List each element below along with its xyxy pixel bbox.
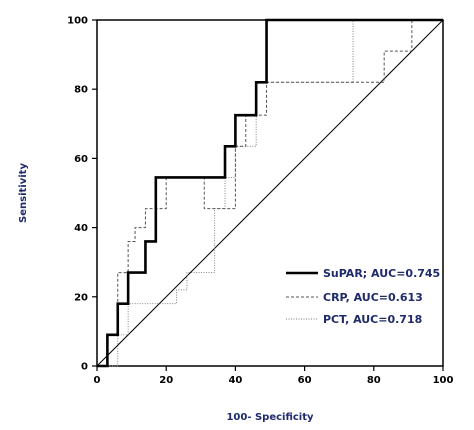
y-tick-label: 100 — [67, 16, 88, 27]
y-tick-label: 60 — [74, 154, 88, 165]
y-tick-label: 0 — [81, 362, 88, 373]
y-tick-label: 80 — [74, 85, 88, 96]
legend-label: SuPAR; AUC=0.745 — [323, 267, 440, 280]
y-axis-title: Sensitivity — [18, 163, 29, 223]
x-tick-label: 80 — [367, 375, 381, 386]
series-line-supar — [97, 18, 443, 368]
reference-diagonal-line — [96, 19, 444, 367]
legend: SuPAR; AUC=0.745 CRP, AUC=0.613 PCT, AUC=0… — [286, 267, 440, 326]
x-tick-label: 40 — [228, 375, 242, 386]
y-tick-label: 40 — [74, 223, 88, 234]
y-tick-label: 20 — [74, 292, 88, 303]
series-layer — [96, 18, 444, 368]
x-tick-label: 20 — [159, 375, 173, 386]
legend-label: CRP, AUC=0.613 — [323, 291, 423, 304]
axis-ticks: 0 20 40 60 80 100 0 20 40 60 80 100 — [67, 16, 453, 387]
legend-label: PCT, AUC=0.718 — [323, 313, 422, 326]
x-tick-label: 0 — [94, 375, 101, 386]
x-tick-label: 60 — [298, 375, 312, 386]
series-line-pct — [97, 19, 443, 367]
x-tick-label: 100 — [433, 375, 454, 386]
x-axis-title: 100- Specificity — [226, 412, 314, 423]
